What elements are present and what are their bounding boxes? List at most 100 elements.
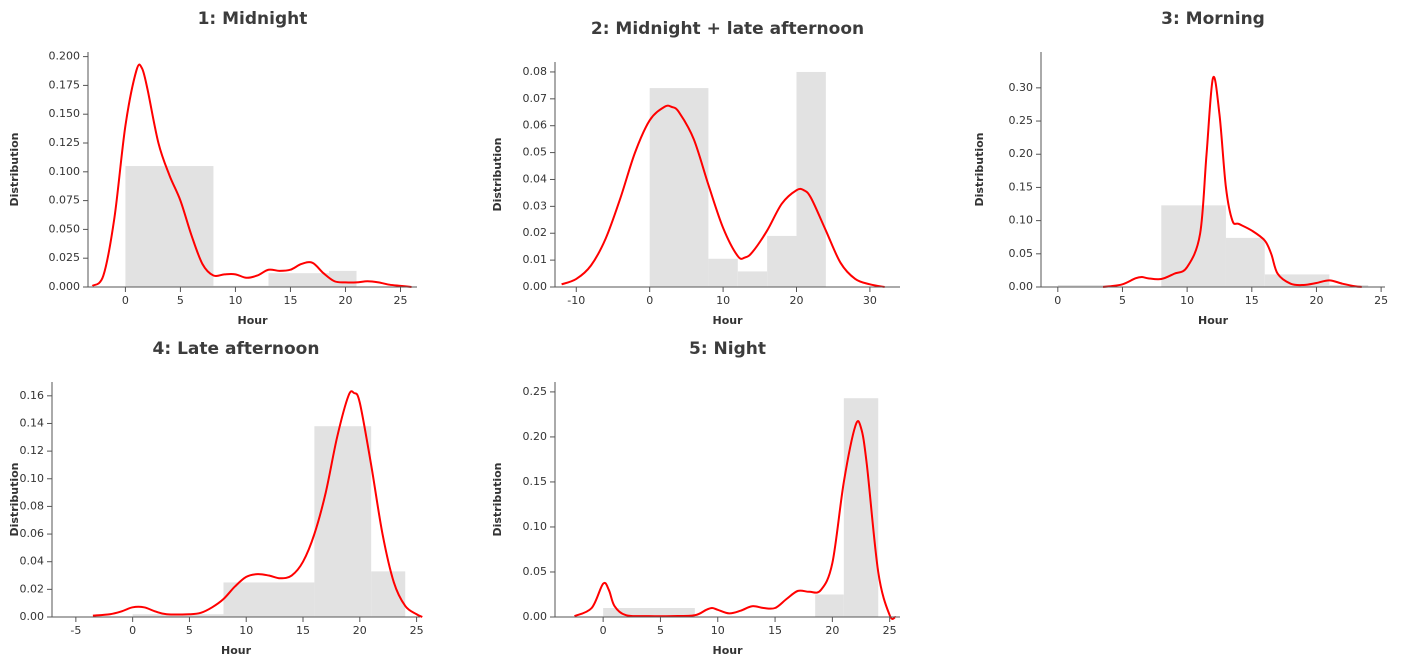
x-tick-label: 25	[393, 294, 407, 307]
subplot-title: 2: Midnight + late afternoon	[591, 19, 864, 39]
x-tick-label: 20	[790, 294, 804, 307]
x-axis-label: Hour	[1198, 314, 1229, 327]
x-tick-label: 10	[716, 294, 730, 307]
x-tick-label: 20	[353, 624, 367, 637]
y-tick-label: 0.08	[523, 65, 548, 78]
x-tick-label: 5	[1119, 294, 1126, 307]
subplot: 1: Midnight 0.000 0.025 0.050 0.075 0.100 0.12…	[8, 9, 417, 327]
hist-bar	[708, 258, 738, 287]
y-tick-label: 0.30	[1009, 81, 1034, 94]
y-tick-label: 0.02	[523, 226, 548, 239]
y-tick-label: 0.100	[49, 165, 81, 178]
x-tick-label: -5	[70, 624, 81, 637]
hist-bar	[125, 166, 214, 287]
y-axis-label: Distribution	[491, 137, 504, 211]
y-tick-label: 0.25	[523, 385, 548, 398]
y-tick-label: 0.15	[523, 475, 548, 488]
hist-bar	[737, 271, 768, 287]
x-tick-label: 30	[863, 294, 877, 307]
y-tick-label: 0.20	[1009, 147, 1034, 160]
x-tick-label: 5	[657, 624, 664, 637]
hist-bar	[328, 270, 357, 287]
y-tick-label: 0.03	[523, 199, 548, 212]
hist-bar	[371, 571, 406, 617]
y-tick-label: 0.00	[523, 280, 548, 293]
y-tick-label: 0.06	[523, 119, 548, 132]
kde-line	[92, 390, 423, 618]
y-tick-label: 0.05	[1009, 247, 1034, 260]
kde-line	[1102, 75, 1362, 288]
y-tick-label: 0.20	[523, 430, 548, 443]
x-axis-label: Hour	[712, 644, 743, 657]
hist-bar	[603, 607, 695, 617]
x-tick-label: 5	[177, 294, 184, 307]
x-tick-label: 10	[239, 624, 253, 637]
x-tick-label: 10	[1180, 294, 1194, 307]
y-tick-label: 0.08	[20, 499, 45, 512]
kde-line	[561, 104, 885, 288]
y-tick-label: 0.025	[49, 251, 81, 264]
subplot: 5: Night 0.00 0.05 0.10 0.15 0.20 0.25 0 5 10 15 20…	[491, 339, 900, 657]
y-tick-label: 0.00	[1009, 280, 1034, 293]
subplot: 3: Morning 0.00 0.05 0.10 0.15 0.20 0.25 0.30 0 5…	[973, 9, 1388, 327]
y-tick-label: 0.075	[49, 194, 81, 207]
x-tick-label: 15	[283, 294, 297, 307]
subplot: 4: Late afternoon 0.00 0.02 0.04 0.06 0.08 0.1…	[8, 339, 424, 657]
x-tick-label: 15	[296, 624, 310, 637]
hist-bar	[796, 71, 826, 288]
hist-bar	[649, 88, 709, 287]
hist-bar	[1225, 237, 1265, 287]
kde-line	[574, 420, 897, 620]
y-tick-label: 0.150	[49, 107, 81, 120]
hist-bar	[213, 285, 269, 287]
x-tick-label: 5	[186, 624, 193, 637]
y-tick-label: 0.10	[20, 472, 45, 485]
x-tick-label: 0	[600, 624, 607, 637]
hist-bar	[314, 426, 372, 617]
x-axis-label: Hour	[237, 314, 268, 327]
x-tick-label: 15	[1245, 294, 1259, 307]
y-tick-label: 0.10	[1009, 214, 1034, 227]
hist-bar	[1057, 285, 1110, 287]
y-tick-label: 0.050	[49, 222, 81, 235]
y-tick-label: 0.01	[523, 253, 548, 266]
y-tick-label: 0.175	[49, 78, 81, 91]
hist-bar	[843, 398, 879, 617]
x-tick-label: 25	[410, 624, 424, 637]
x-tick-label: 0	[1054, 294, 1061, 307]
y-axis-label: Distribution	[8, 132, 21, 206]
y-tick-label: 0.10	[523, 520, 548, 533]
x-tick-label: -10	[567, 294, 585, 307]
y-tick-label: 0.16	[20, 389, 45, 402]
y-axis-label: Distribution	[491, 462, 504, 536]
y-tick-label: 0.04	[523, 172, 548, 185]
y-axis-label: Distribution	[973, 132, 986, 206]
subplot: 2: Midnight + late afternoon 0.00 0.01 0.02…	[491, 19, 900, 327]
y-tick-label: 0.000	[49, 280, 81, 293]
x-tick-label: 0	[122, 294, 129, 307]
hist-bar	[132, 614, 224, 617]
x-axis-label: Hour	[221, 644, 252, 657]
x-tick-label: 10	[228, 294, 242, 307]
y-tick-label: 0.15	[1009, 180, 1034, 193]
subplot-title: 5: Night	[689, 339, 766, 359]
kde-line	[91, 63, 412, 288]
hist-bar	[767, 235, 797, 287]
hist-bar	[815, 594, 844, 617]
y-tick-label: 0.14	[20, 416, 45, 429]
hist-bar	[268, 273, 329, 287]
y-tick-label: 0.200	[49, 50, 81, 63]
subplot-title: 4: Late afternoon	[153, 339, 320, 359]
x-tick-label: 25	[1374, 294, 1388, 307]
x-tick-label: 20	[338, 294, 352, 307]
y-tick-label: 0.07	[523, 92, 548, 105]
y-tick-label: 0.05	[523, 146, 548, 159]
x-tick-label: 0	[129, 624, 136, 637]
y-axis-label: Distribution	[8, 462, 21, 536]
x-tick-label: 15	[768, 624, 782, 637]
y-tick-label: 0.05	[523, 565, 548, 578]
x-tick-label: 20	[825, 624, 839, 637]
x-tick-label: 0	[646, 294, 653, 307]
y-tick-label: 0.12	[20, 444, 45, 457]
